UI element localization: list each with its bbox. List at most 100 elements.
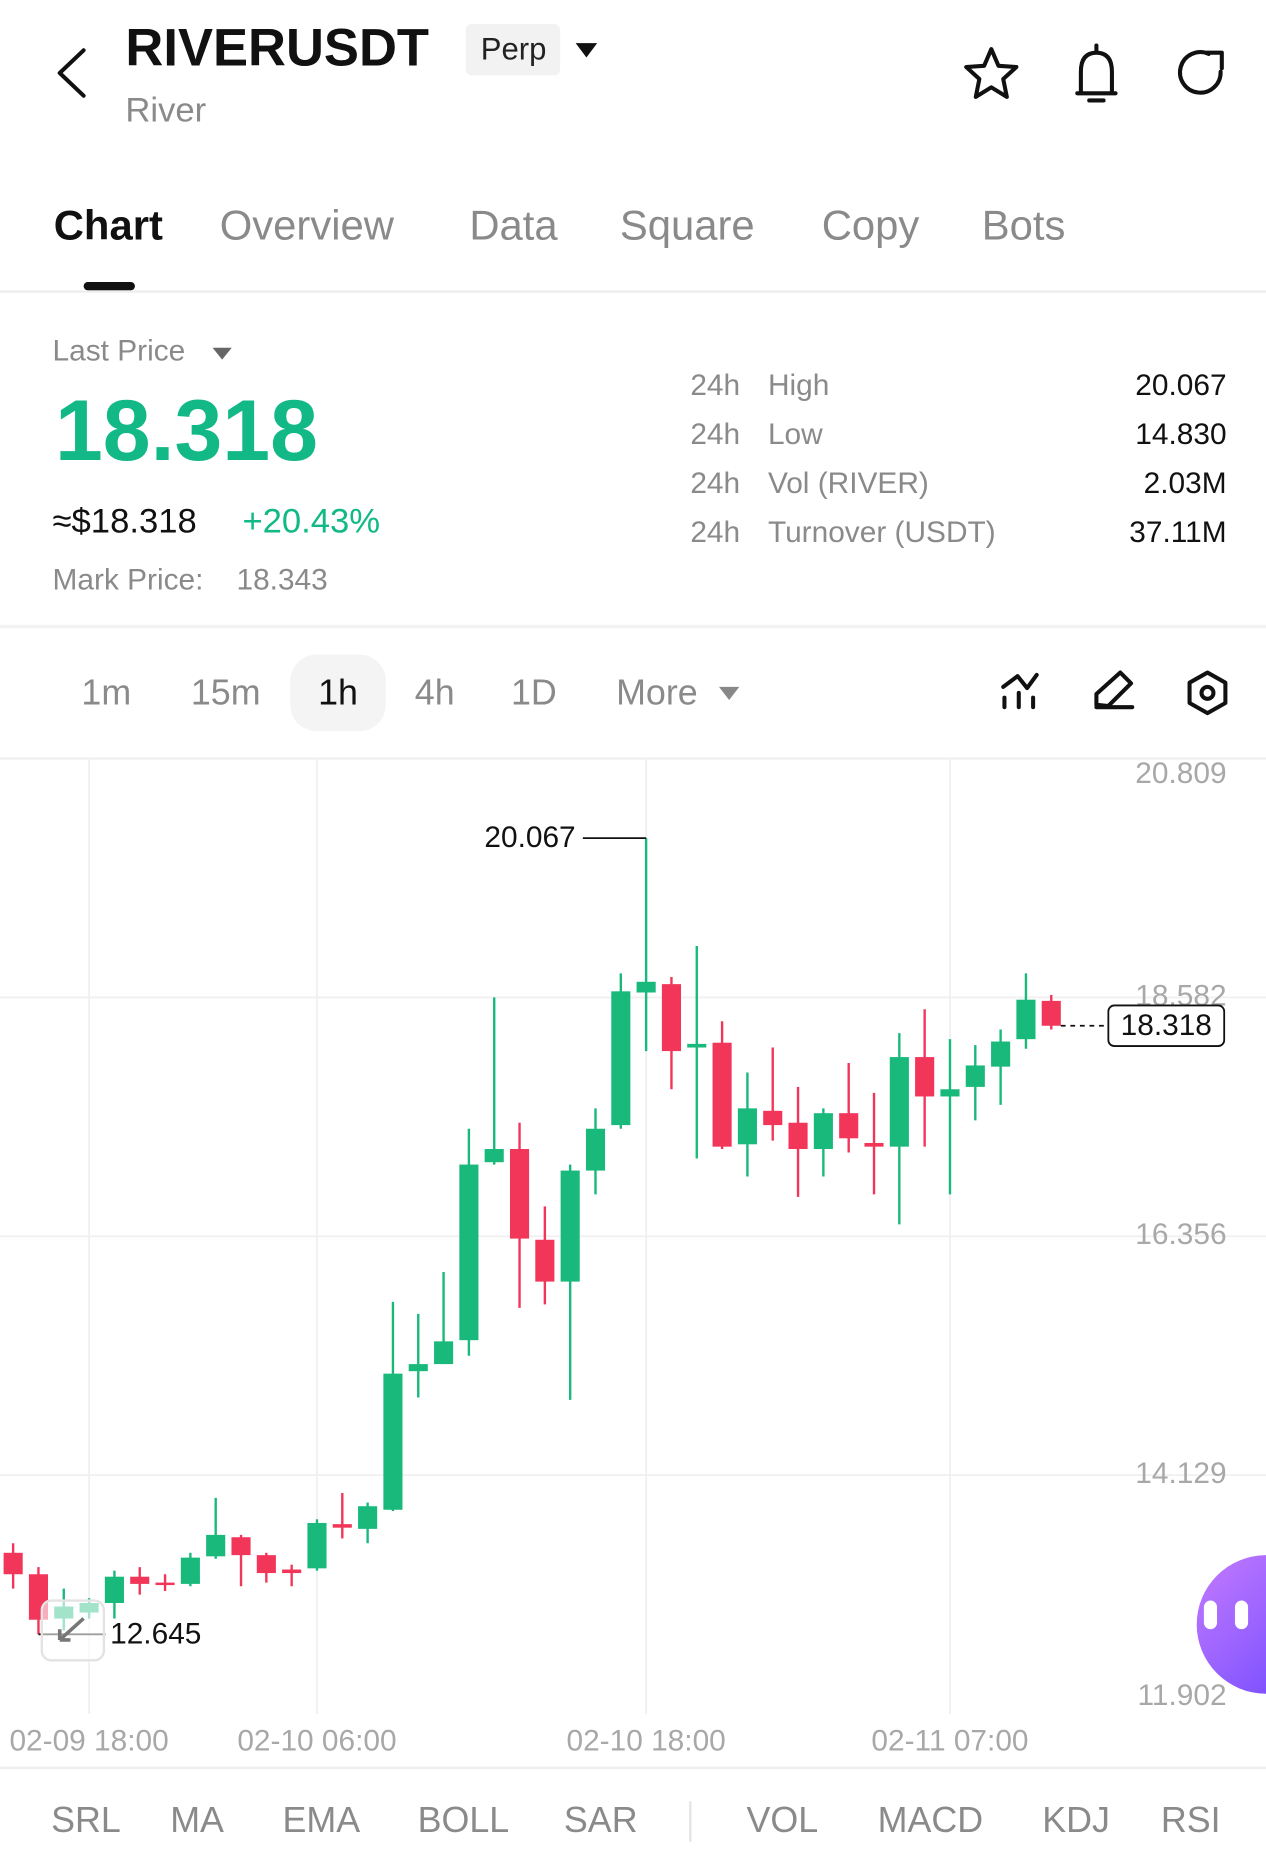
- candle-body: [915, 1057, 935, 1097]
- indicator[interactable]: KDJ: [1042, 1800, 1110, 1840]
- indicator[interactable]: VOL: [746, 1800, 818, 1840]
- tab[interactable]: Bots: [982, 201, 1066, 248]
- candle-body: [383, 1373, 403, 1510]
- last-price-box: [1107, 1004, 1226, 1047]
- indicator[interactable]: RSI: [1161, 1800, 1221, 1840]
- candle-body: [636, 981, 656, 993]
- dropdown-arrow[interactable]: [575, 43, 598, 58]
- candle-body: [535, 1239, 555, 1282]
- candle-body: [408, 1364, 428, 1372]
- candle-body: [509, 1149, 530, 1239]
- candle-body: [180, 1557, 200, 1584]
- symbol: RIVERUSDT: [125, 18, 429, 77]
- dropdown-arrow[interactable]: [212, 347, 232, 360]
- interval[interactable]: 1D: [511, 673, 557, 713]
- interval-selected-bg: [290, 654, 386, 732]
- interval[interactable]: 15m: [191, 673, 261, 713]
- indicator[interactable]: BOLL: [418, 1800, 510, 1840]
- usd-price: ≈$18.318: [53, 502, 197, 540]
- stat-period: 24h: [690, 418, 740, 451]
- indicator[interactable]: MACD: [878, 1800, 984, 1840]
- mark-price: 18.343: [236, 564, 327, 597]
- candle-body: [585, 1128, 606, 1171]
- candle-body: [256, 1555, 276, 1574]
- x-tick-label: 02-11 07:00: [871, 1725, 1028, 1758]
- candle-body: [687, 1043, 707, 1048]
- stat-value: 20.067: [1135, 369, 1226, 402]
- y-tick-label: 16.356: [1135, 1218, 1226, 1251]
- expand-icon: [57, 1617, 85, 1642]
- badge[interactable]: Perp: [481, 32, 547, 67]
- candle-body: [1041, 1000, 1061, 1026]
- last-price: 18.318: [55, 383, 318, 479]
- candle-body: [991, 1041, 1011, 1067]
- candle-body: [560, 1170, 580, 1282]
- x-tick-label: 02-10 06:00: [237, 1725, 396, 1758]
- dropdown-arrow[interactable]: [718, 686, 740, 701]
- favorite-icon[interactable]: [964, 47, 1019, 99]
- x-tick-label: 02-09 18:00: [9, 1725, 168, 1758]
- candle-body: [1016, 999, 1036, 1040]
- assistant-eye: [1234, 1600, 1249, 1630]
- tab[interactable]: Copy: [822, 201, 920, 248]
- candle-body: [839, 1113, 859, 1139]
- stat-label: Vol (RIVER): [768, 467, 929, 500]
- candle-body: [104, 1576, 124, 1603]
- stat-period: 24h: [690, 516, 740, 549]
- stat-label: High: [768, 369, 829, 402]
- candle-body: [965, 1065, 985, 1087]
- indicator[interactable]: SRL: [51, 1800, 121, 1840]
- candle-body: [889, 1057, 909, 1147]
- candle-body: [206, 1534, 226, 1557]
- tab[interactable]: Chart: [54, 201, 163, 248]
- indicator[interactable]: SAR: [564, 1800, 638, 1840]
- candle-body: [459, 1164, 479, 1341]
- candle-body: [231, 1537, 251, 1556]
- coin-name: River: [125, 92, 206, 130]
- indicator[interactable]: EMA: [282, 1800, 360, 1840]
- draw-icon[interactable]: [1094, 670, 1135, 710]
- candle-body: [661, 984, 682, 1052]
- stat-value: 14.830: [1135, 418, 1226, 451]
- stat-period: 24h: [690, 369, 740, 402]
- candle-body: [813, 1113, 833, 1150]
- indicator[interactable]: MA: [170, 1800, 224, 1840]
- divider: [0, 624, 1266, 629]
- interval[interactable]: More: [616, 673, 698, 713]
- y-tick-label: 20.809: [1135, 757, 1226, 790]
- candle-body: [940, 1089, 960, 1097]
- candle-body: [737, 1108, 757, 1145]
- alert-icon[interactable]: [1075, 43, 1118, 103]
- candle-body: [3, 1552, 23, 1575]
- stat-period: 24h: [690, 467, 740, 500]
- mark-price-label: Mark Price:: [53, 564, 204, 597]
- candle-body: [864, 1143, 884, 1147]
- candle-body: [788, 1122, 808, 1150]
- tab[interactable]: Overview: [220, 201, 395, 248]
- indicator-icon[interactable]: [1001, 672, 1039, 710]
- high-marker-label: 20.067: [484, 821, 575, 854]
- tab[interactable]: Square: [620, 201, 755, 248]
- x-tick-label: 02-10 18:00: [566, 1725, 725, 1758]
- tab[interactable]: Data: [469, 201, 558, 248]
- interval[interactable]: 1m: [81, 673, 131, 713]
- settings-icon-dot: [1199, 684, 1216, 701]
- settings-icon[interactable]: [1187, 670, 1228, 716]
- back-button[interactable]: [57, 48, 86, 98]
- last-price-label[interactable]: Last Price: [53, 334, 186, 367]
- candle-body: [130, 1576, 150, 1584]
- stat-label: Turnover (USDT): [768, 516, 996, 549]
- assistant-button[interactable]: [1196, 1555, 1266, 1694]
- candle-body: [712, 1042, 732, 1147]
- candle-body: [611, 991, 631, 1126]
- interval[interactable]: 1h: [318, 673, 358, 713]
- y-tick-label: 11.902: [1138, 1679, 1227, 1712]
- refresh-icon[interactable]: [1178, 50, 1224, 95]
- stat-value: 2.03M: [1144, 467, 1227, 500]
- tab-indicator: [83, 282, 135, 291]
- candle-body: [484, 1149, 504, 1163]
- candle-body: [332, 1524, 352, 1528]
- interval[interactable]: 4h: [415, 673, 455, 713]
